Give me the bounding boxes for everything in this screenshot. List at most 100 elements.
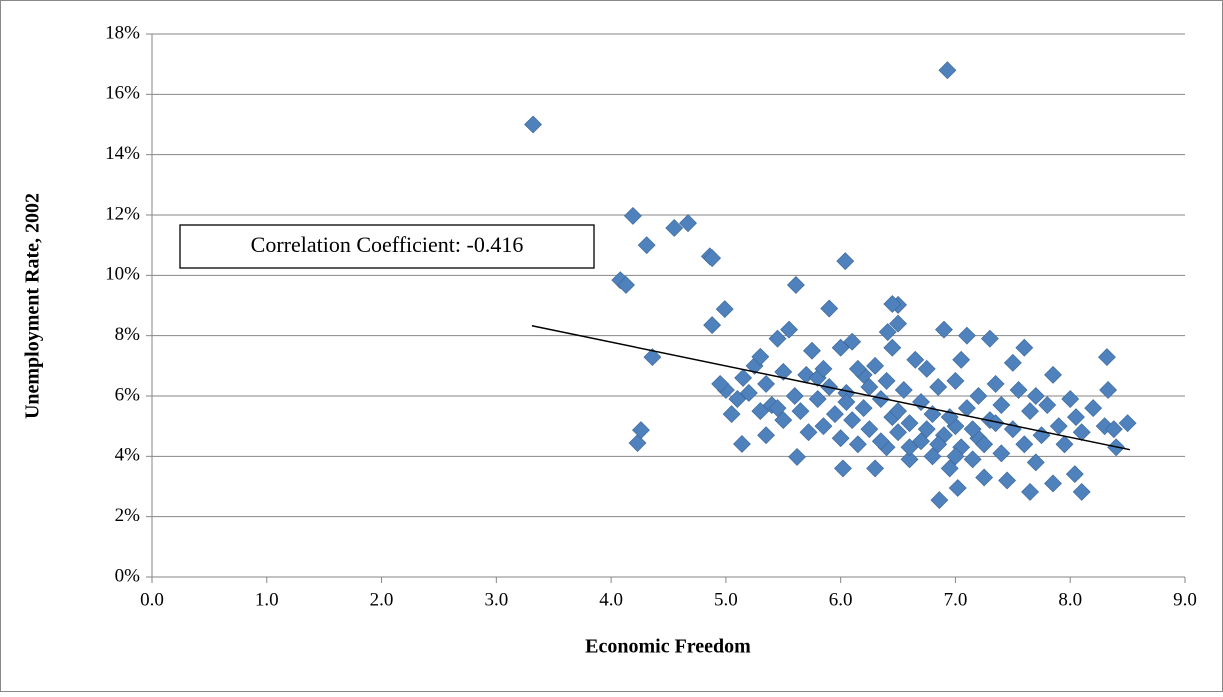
scatter-point [894,381,913,399]
scatter-point [883,338,902,357]
scatter-point [1015,338,1034,357]
scatter-point [992,396,1011,414]
scatter-point [524,115,542,134]
x-tick-label: 8.0 [1058,589,1082,610]
scatter-point [1072,423,1091,442]
scatter-point [948,479,967,497]
x-tick-label: 7.0 [944,589,968,610]
scatter-point [1065,465,1084,484]
y-tick-label: 12% [105,203,140,224]
scatter-point [814,417,833,436]
scatter-point [986,375,1005,393]
x-tick-label: 6.0 [829,589,853,610]
y-axis-title: Unemployment Rate, 2002 [22,193,44,419]
scatter-point [617,276,635,294]
x-tick-label: 4.0 [599,589,623,610]
scatter-point [1015,435,1034,454]
x-axis-title: Economic Freedom [585,636,751,658]
scatter-point [889,423,907,442]
y-tick-label: 16% [105,83,140,104]
scatter-point [768,399,787,417]
scatter-point [940,459,959,478]
scatter-point [906,350,925,369]
scatter-point [643,348,662,367]
y-tick-label: 10% [105,264,140,285]
scatter-point [711,375,730,393]
scatter-point [843,411,862,430]
scatter-point [843,332,862,351]
scatter-point [1099,381,1118,399]
scatter-point [774,411,793,430]
scatter-point [679,214,697,233]
scatter-point [751,347,770,366]
scatter-point [1072,483,1091,501]
scatter-point [900,450,919,469]
scatter-point [998,471,1017,490]
scatter-point [751,402,770,421]
scatter-point [774,362,793,381]
scatter-point [848,359,867,378]
scatter-point [963,450,982,469]
scatter-point [963,420,982,439]
plot-area [524,61,1137,509]
scatter-point [715,300,734,319]
scatter-point [1061,390,1080,408]
scatter-point [734,368,753,387]
scatter-point [938,61,957,80]
y-tick-label: 8% [115,324,141,345]
scatter-point [1055,435,1074,454]
scatter-point [975,468,994,487]
scatter-point [992,444,1011,463]
scatter-point [1084,399,1103,417]
scatter-point [929,378,948,396]
scatter-point [623,206,642,225]
y-tick-label: 18% [105,22,140,43]
scatter-point [935,320,953,339]
trend-line [531,324,1131,451]
scatter-point [1098,348,1116,367]
scatter-point [848,435,867,454]
scatter-point [917,420,936,439]
scatter-point [665,219,684,237]
scatter-point [831,429,850,448]
scatter-point [1026,387,1045,405]
scatter-point [957,326,976,345]
x-tick-label: 0.0 [140,589,164,610]
scatter-point [923,405,942,424]
scatter-point [940,408,959,427]
scatter-point [871,432,890,451]
scatter-point [946,447,965,466]
scatter-point [923,447,942,466]
y-tick-label: 2% [115,505,141,526]
scatter-point [969,387,988,405]
x-tick-label: 9.0 [1173,589,1197,610]
scatter-point [637,236,656,255]
scatter-point [826,405,844,424]
x-tick-label: 2.0 [370,589,394,610]
scatter-point [889,402,907,421]
scatter-point [786,276,805,294]
scatter-point [975,435,994,454]
scatter-point [866,356,885,375]
scatter-point [1118,414,1137,433]
scatter-point [1044,365,1062,384]
x-tick-label: 3.0 [484,589,508,610]
scatter-point [837,393,856,411]
scatter-point [860,420,879,439]
scatter-point [820,299,839,318]
scatter-point [883,295,902,313]
scatter-point [814,359,833,378]
scatter-point [722,405,741,424]
scatter-point [791,402,810,421]
grid: 0% 2% 4% 6% 8% 10% 12% 14% 16% 18% 0.0 1.0 2.0 3.0 4.0… [105,22,1197,610]
scatter-point [1009,381,1028,399]
scatter-point [866,459,885,478]
scatter-point [739,384,758,402]
scatter-point [785,387,804,405]
scatter-point [799,423,818,442]
annotation: Correlation Coefficient: -0.416 [251,232,524,257]
scatter-point [878,323,897,341]
scatter-point [917,359,936,378]
scatter-point [854,399,873,417]
annotation-box [179,224,595,269]
